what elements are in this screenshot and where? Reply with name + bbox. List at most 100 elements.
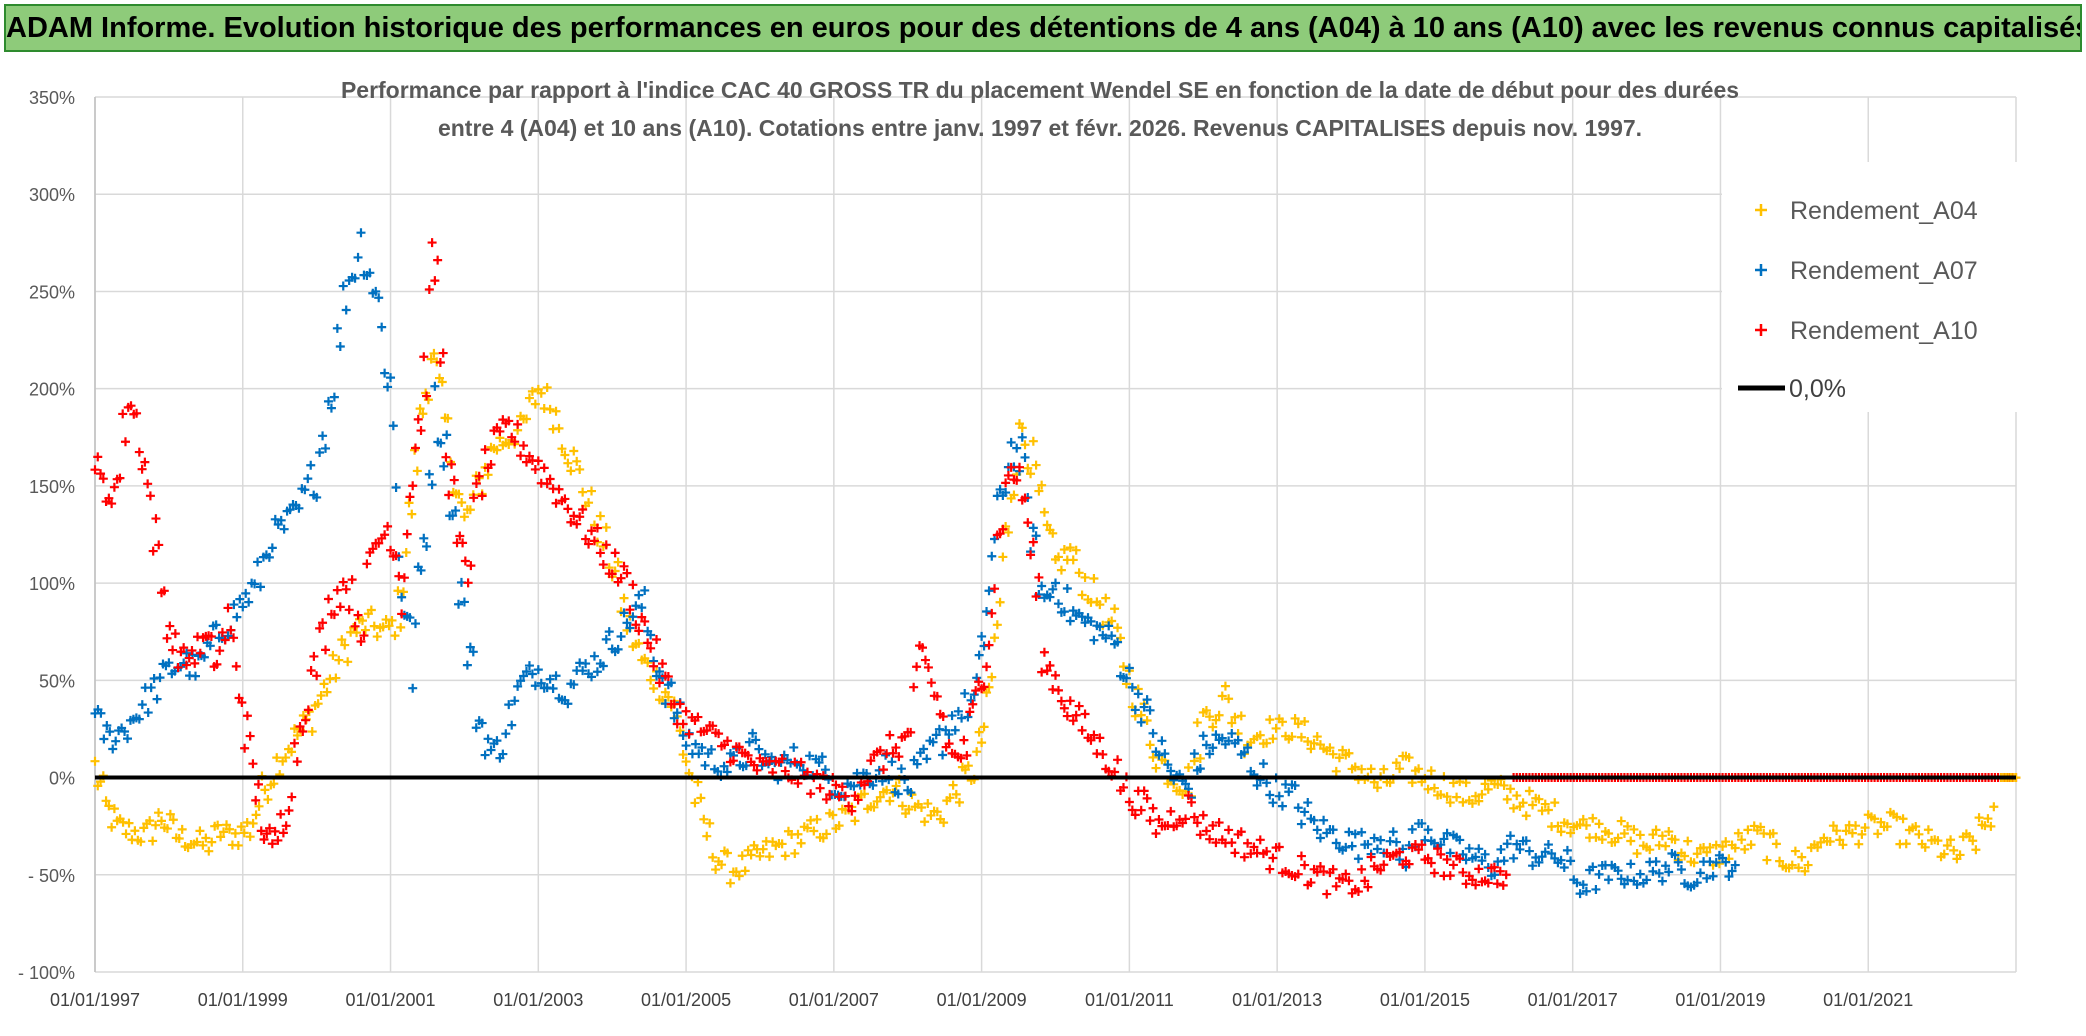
data-point — [1480, 779, 1490, 789]
data-point — [979, 722, 989, 732]
data-point — [1211, 715, 1221, 725]
data-point — [1160, 749, 1170, 759]
data-point — [1920, 842, 1930, 852]
data-point — [399, 573, 409, 583]
data-point — [575, 512, 585, 522]
data-point — [151, 514, 161, 524]
data-point — [397, 592, 407, 602]
data-point — [419, 352, 429, 362]
data-point — [705, 818, 715, 828]
data-point — [853, 795, 863, 805]
data-point — [681, 757, 691, 767]
data-point — [335, 602, 345, 612]
data-point — [90, 465, 100, 475]
data-point — [669, 713, 679, 723]
data-point — [1971, 845, 1981, 855]
data-point — [232, 612, 242, 622]
data-point — [471, 723, 481, 733]
data-point — [349, 623, 359, 633]
data-point — [253, 557, 263, 567]
data-point — [1448, 860, 1458, 870]
data-point — [1077, 725, 1087, 735]
data-point — [1521, 836, 1531, 846]
data-point — [678, 719, 688, 729]
data-point — [1794, 863, 1804, 873]
data-point — [1467, 798, 1477, 808]
data-point — [307, 727, 317, 737]
data-point — [657, 659, 667, 669]
data-point — [1467, 875, 1477, 885]
data-point — [477, 718, 487, 728]
data-point — [1730, 843, 1740, 853]
data-point — [1142, 716, 1152, 726]
data-point — [1110, 604, 1120, 614]
data-point — [982, 606, 992, 616]
data-point — [1860, 823, 1870, 833]
data-point — [1771, 839, 1781, 849]
data-point — [672, 708, 682, 718]
data-point — [458, 538, 468, 548]
data-point — [885, 730, 895, 740]
data-point — [780, 851, 790, 861]
data-point — [616, 631, 626, 641]
data-point — [1303, 737, 1313, 747]
data-point — [906, 727, 916, 737]
data-point — [1648, 830, 1658, 840]
data-point — [244, 597, 254, 607]
data-point — [1911, 821, 1921, 831]
data-point — [1312, 825, 1322, 835]
data-point — [154, 540, 164, 550]
data-point — [1095, 733, 1105, 743]
data-point — [1391, 837, 1401, 847]
data-point — [1939, 849, 1949, 859]
data-point — [1832, 826, 1842, 836]
data-point — [438, 348, 448, 358]
data-point — [1629, 824, 1639, 834]
data-point — [1651, 857, 1661, 867]
data-point — [1711, 840, 1721, 850]
data-point — [1048, 584, 1058, 594]
data-point — [1474, 844, 1484, 854]
data-point — [215, 646, 225, 656]
data-point — [821, 794, 831, 804]
data-point — [604, 627, 614, 637]
data-point — [1512, 791, 1522, 801]
data-point — [1306, 878, 1316, 888]
data-point — [306, 666, 316, 676]
data-point — [834, 821, 844, 831]
data-point — [802, 823, 812, 833]
data-point — [220, 635, 230, 645]
data-point — [359, 631, 369, 641]
data-point — [1949, 845, 1959, 855]
data-point — [335, 341, 345, 351]
data-point — [107, 822, 117, 832]
data-point — [1195, 764, 1205, 774]
data-point — [242, 711, 252, 721]
x-tick-label: 01/01/2011 — [1085, 990, 1174, 1010]
data-point — [971, 686, 981, 696]
data-point — [267, 543, 277, 553]
data-point — [904, 804, 914, 814]
data-point — [1898, 814, 1908, 824]
data-point — [510, 696, 520, 706]
data-point — [430, 276, 440, 286]
data-point — [595, 511, 605, 521]
data-point — [492, 736, 502, 746]
data-point — [1509, 853, 1519, 863]
data-point — [1296, 732, 1306, 742]
data-point — [206, 631, 216, 641]
data-point — [170, 629, 180, 639]
data-point — [551, 498, 561, 508]
data-point — [1578, 814, 1588, 824]
data-point — [1442, 854, 1452, 864]
data-point — [462, 660, 472, 670]
data-point — [1616, 816, 1626, 826]
data-point — [938, 750, 948, 760]
data-point — [1471, 791, 1481, 801]
data-point — [1591, 884, 1601, 894]
data-point — [694, 749, 704, 759]
data-point — [350, 621, 360, 631]
data-point — [344, 605, 354, 615]
data-point — [1148, 752, 1158, 762]
data-point — [1045, 661, 1055, 671]
